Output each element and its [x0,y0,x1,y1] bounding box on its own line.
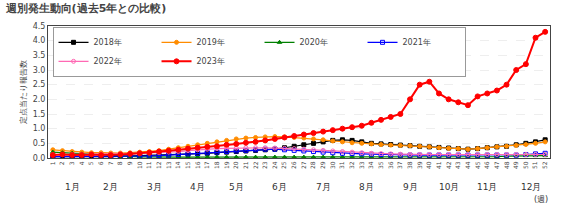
svg-text:9: 9 [126,161,133,165]
svg-text:32: 32 [348,161,355,169]
svg-text:22: 22 [252,161,259,169]
svg-text:(週): (週) [534,195,548,204]
svg-text:2021年: 2021年 [403,38,431,47]
svg-text:27: 27 [300,161,307,169]
svg-text:1.0: 1.0 [33,124,46,133]
svg-text:23: 23 [261,161,268,169]
svg-text:34: 34 [367,161,374,169]
svg-text:31: 31 [338,161,345,169]
svg-text:33: 33 [358,161,365,169]
svg-text:1.5: 1.5 [33,110,46,119]
svg-text:2019年: 2019年 [197,38,225,47]
svg-text:17: 17 [203,161,210,169]
svg-text:1月: 1月 [65,182,80,192]
svg-text:2023年: 2023年 [197,57,225,66]
svg-text:48: 48 [503,161,510,169]
svg-text:52: 52 [541,161,548,169]
svg-text:4.5: 4.5 [33,22,46,31]
svg-text:3月: 3月 [147,182,162,192]
svg-text:36: 36 [387,161,394,169]
svg-text:46: 46 [483,161,490,169]
svg-text:定点当たり報告数: 定点当たり報告数 [19,60,28,124]
svg-text:12月: 12月 [521,182,541,192]
svg-text:5月: 5月 [229,182,244,192]
svg-text:43: 43 [454,161,461,169]
svg-text:14: 14 [174,161,181,169]
svg-text:4.0: 4.0 [33,36,46,45]
svg-text:7: 7 [107,161,114,165]
svg-text:10月: 10月 [439,182,459,192]
svg-text:44: 44 [464,161,471,169]
svg-text:5: 5 [87,161,94,165]
svg-text:9月: 9月 [403,182,418,192]
svg-text:3.0: 3.0 [33,66,46,75]
svg-text:42: 42 [445,161,452,169]
svg-text:39: 39 [416,161,423,169]
svg-text:6: 6 [97,161,104,165]
svg-text:24: 24 [271,161,278,169]
svg-text:8月: 8月 [359,182,374,192]
svg-text:38: 38 [406,161,413,169]
svg-text:18: 18 [213,161,220,169]
svg-text:週別発生動向(過去5年との比較): 週別発生動向(過去5年との比較) [5,2,167,15]
svg-text:3: 3 [68,161,75,165]
svg-text:30: 30 [329,161,336,169]
svg-text:19: 19 [223,161,230,169]
svg-text:29: 29 [319,161,326,169]
svg-text:51: 51 [531,161,538,169]
svg-text:11: 11 [145,161,152,169]
svg-text:28: 28 [309,161,316,169]
svg-text:40: 40 [425,161,432,169]
svg-text:21: 21 [242,161,249,169]
svg-text:41: 41 [435,161,442,169]
svg-text:10: 10 [136,161,143,169]
svg-text:2: 2 [58,161,65,165]
svg-text:20: 20 [232,161,239,169]
svg-text:35: 35 [377,161,384,169]
svg-text:6月: 6月 [272,182,287,192]
svg-text:0.5: 0.5 [33,139,46,148]
svg-text:37: 37 [396,161,403,169]
svg-text:45: 45 [474,161,481,169]
svg-text:2022年: 2022年 [94,57,122,66]
svg-text:15: 15 [184,161,191,169]
svg-text:8: 8 [116,161,123,165]
svg-text:2.5: 2.5 [33,80,46,89]
svg-text:2018年: 2018年 [94,38,122,47]
svg-text:12: 12 [155,161,162,169]
svg-text:7月: 7月 [316,182,331,192]
svg-text:1: 1 [49,161,56,165]
svg-text:16: 16 [194,161,201,169]
svg-text:2020年: 2020年 [300,38,328,47]
svg-text:25: 25 [280,161,287,169]
svg-text:4月: 4月 [190,182,205,192]
svg-text:50: 50 [522,161,529,169]
svg-text:11月: 11月 [477,182,497,192]
svg-text:2.0: 2.0 [33,95,46,104]
svg-text:26: 26 [290,161,297,169]
svg-text:3.5: 3.5 [33,51,46,60]
svg-text:13: 13 [165,161,172,169]
svg-text:2月: 2月 [103,182,118,192]
svg-text:4: 4 [78,161,85,165]
svg-text:47: 47 [493,161,500,169]
svg-text:49: 49 [512,161,519,169]
svg-text:0.0: 0.0 [33,154,46,163]
